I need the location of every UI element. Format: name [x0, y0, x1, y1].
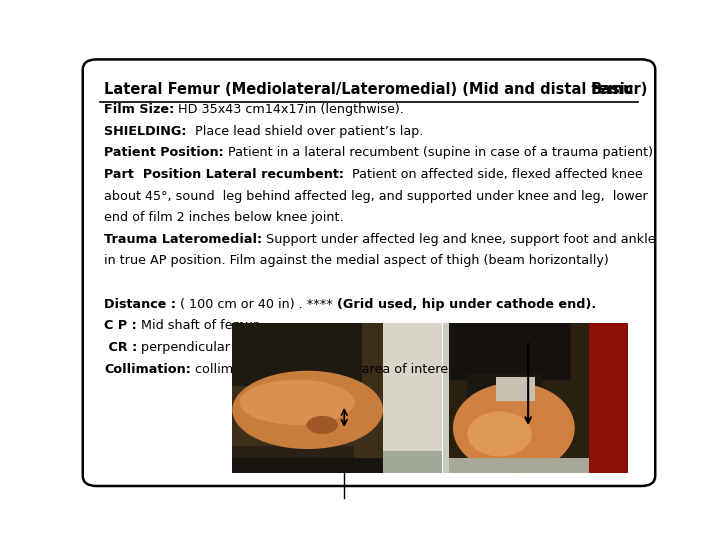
FancyBboxPatch shape: [83, 59, 655, 486]
Text: Support under affected leg and knee, support foot and ankle: Support under affected leg and knee, sup…: [262, 233, 656, 246]
Text: C P :: C P :: [104, 319, 137, 332]
Bar: [589, 322, 629, 473]
Text: CR :: CR :: [104, 341, 138, 354]
Text: Distance :: Distance :: [104, 298, 181, 310]
Text: Part  Position Lateral recumbent:: Part Position Lateral recumbent:: [104, 168, 348, 181]
Text: perpendicular to the film.: perpendicular to the film.: [138, 341, 305, 354]
Bar: [233, 446, 354, 473]
Bar: [233, 322, 362, 386]
Text: SHIELDING:: SHIELDING:: [104, 125, 195, 138]
Ellipse shape: [307, 416, 338, 434]
Bar: [233, 458, 383, 473]
Bar: [383, 322, 441, 473]
Text: Patient Position:: Patient Position:: [104, 146, 224, 159]
Text: Trauma Lateromedial:: Trauma Lateromedial:: [104, 233, 262, 246]
Ellipse shape: [233, 371, 383, 449]
Text: (Grid used, hip under cathode end).: (Grid used, hip under cathode end).: [337, 298, 596, 310]
Text: collimate on four sides to area of interest.: collimate on four sides to area of inter…: [191, 362, 464, 375]
Bar: [449, 322, 571, 380]
Text: ( 100 cm or 40 in) . ****: ( 100 cm or 40 in) . ****: [181, 298, 337, 310]
Bar: [443, 322, 449, 473]
Bar: [449, 322, 629, 473]
Ellipse shape: [240, 380, 355, 425]
Text: Basic: Basic: [590, 82, 634, 97]
Bar: [496, 377, 536, 401]
Bar: [383, 450, 441, 473]
Text: end of film 2 inches below knee joint.: end of film 2 inches below knee joint.: [104, 211, 343, 224]
Text: Mid shaft of femur.: Mid shaft of femur.: [137, 319, 261, 332]
Text: Patient on affected side, flexed affected knee: Patient on affected side, flexed affecte…: [348, 168, 643, 181]
Ellipse shape: [467, 411, 532, 456]
Bar: [467, 374, 542, 416]
Text: in true AP position. Film against the medial aspect of thigh (beam horizontally): in true AP position. Film against the me…: [104, 254, 608, 267]
Text: about 45°, sound  leg behind affected leg, and supported under knee and leg,  lo: about 45°, sound leg behind affected leg…: [104, 190, 648, 202]
Bar: [449, 458, 589, 473]
Text: HD 35x43 cm14x17in (lengthwise).: HD 35x43 cm14x17in (lengthwise).: [174, 103, 404, 116]
Text: Patient in a lateral recumbent (supine in case of a trauma patient).: Patient in a lateral recumbent (supine i…: [224, 146, 657, 159]
Text: Lateral Femur (Mediolateral/Lateromedial) (Mid and distal femur): Lateral Femur (Mediolateral/Lateromedial…: [104, 82, 647, 97]
Ellipse shape: [453, 383, 575, 473]
Text: Place lead shield over patient’s lap.: Place lead shield over patient’s lap.: [195, 125, 424, 138]
Text: Collimation:: Collimation:: [104, 362, 191, 375]
Bar: [233, 322, 441, 473]
Text: Film Size:: Film Size:: [104, 103, 174, 116]
